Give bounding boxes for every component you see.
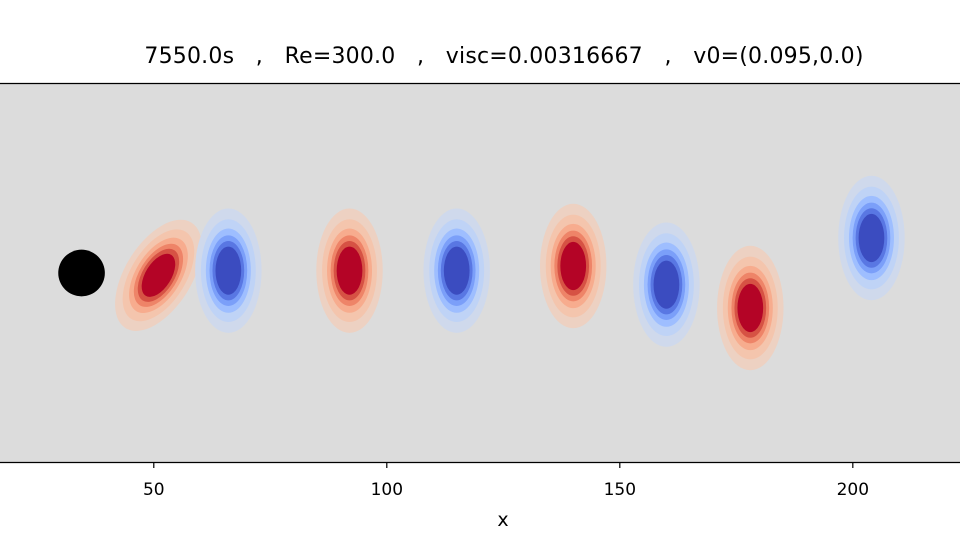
vortex <box>195 208 262 333</box>
obstacle <box>58 249 105 297</box>
x-tick-label: 50 <box>143 480 165 500</box>
vortex <box>633 222 700 347</box>
vortex-contour <box>653 260 680 309</box>
vortex-contour <box>141 253 176 297</box>
x-axis-ticks: 50 100 150 200 <box>143 462 869 500</box>
vortex-contour <box>215 246 242 295</box>
vorticity-field <box>115 175 905 371</box>
vortex-contour <box>560 241 587 291</box>
x-tick-label: 200 <box>837 480 869 500</box>
vortex <box>115 219 202 331</box>
vortex-contour <box>858 213 885 263</box>
vortex-contour <box>336 246 363 295</box>
vortex <box>316 208 383 333</box>
vortex-contour <box>737 283 764 333</box>
x-tick-label: 150 <box>604 480 636 500</box>
vortex <box>423 208 490 333</box>
vortex <box>539 203 607 329</box>
obstacle-layer <box>58 249 105 297</box>
vortex <box>717 245 784 371</box>
chart-title: 7550.0s , Re=300.0 , visc=0.00316667 , v… <box>144 44 864 69</box>
vortex-contour <box>443 246 470 295</box>
x-tick-label: 100 <box>371 480 403 500</box>
vortex <box>838 175 905 301</box>
x-axis-label: x <box>497 509 508 531</box>
